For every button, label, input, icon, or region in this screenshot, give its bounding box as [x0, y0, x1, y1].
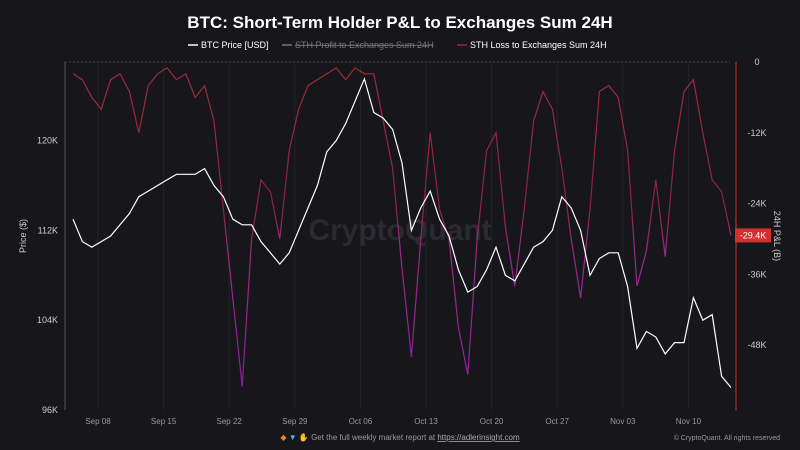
x-tick-label: Nov 10	[676, 417, 702, 426]
y-tick-label: 96K	[42, 405, 58, 415]
legend-label: STH Profit to Exchanges Sum 24H	[295, 40, 434, 50]
series-line-btc-price	[72, 76, 732, 388]
copyright: © CryptoQuant. All rights reserved	[674, 434, 780, 442]
y2-tick-label: 0	[754, 57, 759, 67]
current-value-badge	[735, 228, 771, 243]
y-tick-label: 112K	[38, 225, 58, 235]
y2-tick-label: -48K	[747, 340, 766, 350]
diamond-icon: ◆	[280, 433, 288, 442]
y2-tick-label: -36K	[747, 269, 766, 279]
x-tick-label: Sep 22	[217, 417, 243, 426]
series-line-sth-loss	[72, 67, 732, 387]
footer: ◆ ▼ ✋ Get the full weekly market report …	[280, 432, 520, 442]
legend-item[interactable]: STH Loss to Exchanges Sum 24H	[457, 40, 607, 50]
x-tick-label: Sep 15	[151, 417, 177, 426]
hands-icon: ✋	[299, 432, 311, 442]
footer-promo: Get the full weekly market report at	[311, 433, 436, 442]
x-tick-label: Oct 13	[414, 417, 438, 426]
y2-axis-label: 24H P&L (B)	[772, 211, 782, 261]
chart-title: BTC: Short-Term Holder P&L to Exchanges …	[187, 13, 612, 32]
y-tick-label: 104K	[37, 315, 58, 325]
x-tick-label: Sep 29	[282, 417, 308, 426]
x-tick-label: Sep 08	[85, 417, 111, 426]
legend-item[interactable]: STH Profit to Exchanges Sum 24H	[282, 40, 434, 50]
y2-tick-label: -24K	[747, 199, 766, 209]
y-axis-label: Price ($)	[18, 219, 28, 253]
current-value-label: -29.4K	[740, 230, 767, 240]
x-tick-label: Nov 03	[610, 417, 636, 426]
x-tick-label: Oct 27	[545, 417, 569, 426]
y2-tick-label: -12K	[747, 128, 766, 138]
x-tick-label: Oct 20	[480, 417, 504, 426]
y-tick-label: 120K	[37, 136, 58, 146]
gem-icon: ▼	[289, 433, 299, 442]
legend-label: BTC Price [USD]	[201, 40, 269, 50]
legend-label: STH Loss to Exchanges Sum 24H	[470, 40, 607, 50]
legend-item[interactable]: BTC Price [USD]	[188, 40, 269, 50]
footer-link[interactable]: https://adlerinsight.com	[437, 433, 520, 442]
x-tick-label: Oct 06	[349, 417, 373, 426]
